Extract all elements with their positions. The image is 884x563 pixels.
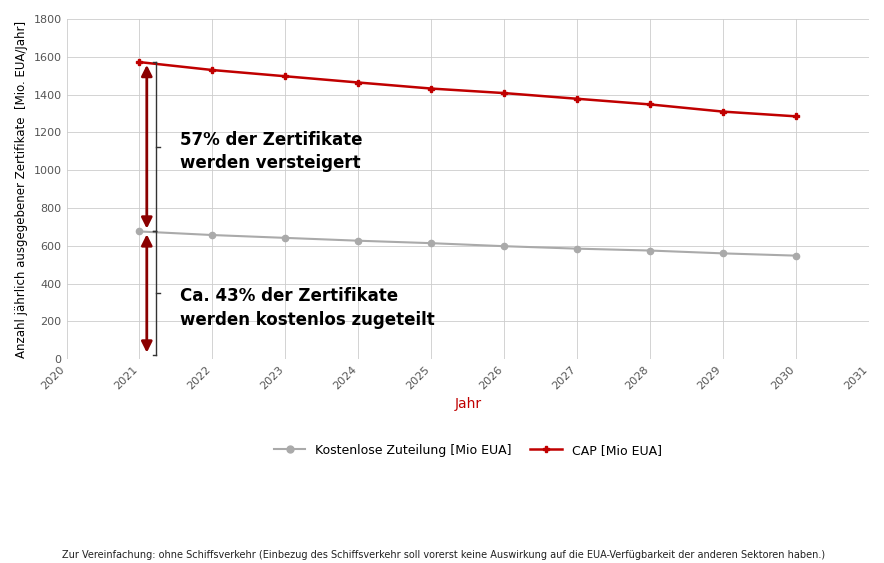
Kostenlose Zuteilung [Mio EUA] [353,238,363,244]
CAP [Mio EUA] [280,73,291,79]
CAP [Mio EUA] [572,95,583,102]
Line: Kostenlose Zuteilung [Mio EUA]: Kostenlose Zuteilung [Mio EUA] [136,229,799,259]
CAP [Mio EUA] [499,90,509,96]
Kostenlose Zuteilung [Mio EUA] [644,247,655,254]
Kostenlose Zuteilung [Mio EUA] [791,252,802,259]
Text: Zur Vereinfachung: ohne Schiffsverkehr (Einbezug des Schiffsverkehr soll vorerst: Zur Vereinfachung: ohne Schiffsverkehr (… [62,550,825,560]
CAP [Mio EUA] [791,113,802,120]
CAP [Mio EUA] [134,59,145,65]
Kostenlose Zuteilung [Mio EUA] [134,228,145,235]
Kostenlose Zuteilung [Mio EUA] [207,231,217,238]
Legend: Kostenlose Zuteilung [Mio EUA], CAP [Mio EUA]: Kostenlose Zuteilung [Mio EUA], CAP [Mio… [269,439,667,462]
CAP [Mio EUA] [426,85,437,92]
Text: Ca. 43% der Zertifikate
werden kostenlos zugeteilt: Ca. 43% der Zertifikate werden kostenlos… [179,287,434,329]
Line: CAP [Mio EUA]: CAP [Mio EUA] [136,59,799,120]
Kostenlose Zuteilung [Mio EUA] [572,245,583,252]
CAP [Mio EUA] [644,101,655,108]
Kostenlose Zuteilung [Mio EUA] [280,235,291,242]
Text: 57% der Zertifikate
werden versteigert: 57% der Zertifikate werden versteigert [179,131,362,172]
Kostenlose Zuteilung [Mio EUA] [718,250,728,257]
Kostenlose Zuteilung [Mio EUA] [499,243,509,249]
CAP [Mio EUA] [207,66,217,73]
CAP [Mio EUA] [353,79,363,86]
X-axis label: Jahr: Jahr [454,397,481,411]
Y-axis label: Anzahl jährlich ausgegebener Zertifikate  [Mio. EUA/Jahr]: Anzahl jährlich ausgegebener Zertifikate… [15,21,28,358]
CAP [Mio EUA] [718,108,728,115]
Kostenlose Zuteilung [Mio EUA] [426,240,437,247]
